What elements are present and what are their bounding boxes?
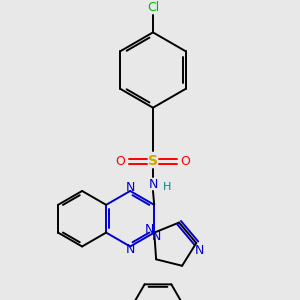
Text: O: O [181, 155, 190, 168]
Text: N: N [152, 230, 161, 243]
Text: O: O [115, 155, 125, 168]
Text: N: N [148, 178, 158, 190]
Text: S: S [148, 154, 158, 168]
Text: Cl: Cl [147, 1, 159, 14]
Text: N: N [145, 223, 154, 236]
Text: N: N [125, 243, 135, 256]
Text: N: N [125, 182, 135, 194]
Text: N: N [195, 244, 204, 257]
Text: H: H [163, 182, 171, 192]
